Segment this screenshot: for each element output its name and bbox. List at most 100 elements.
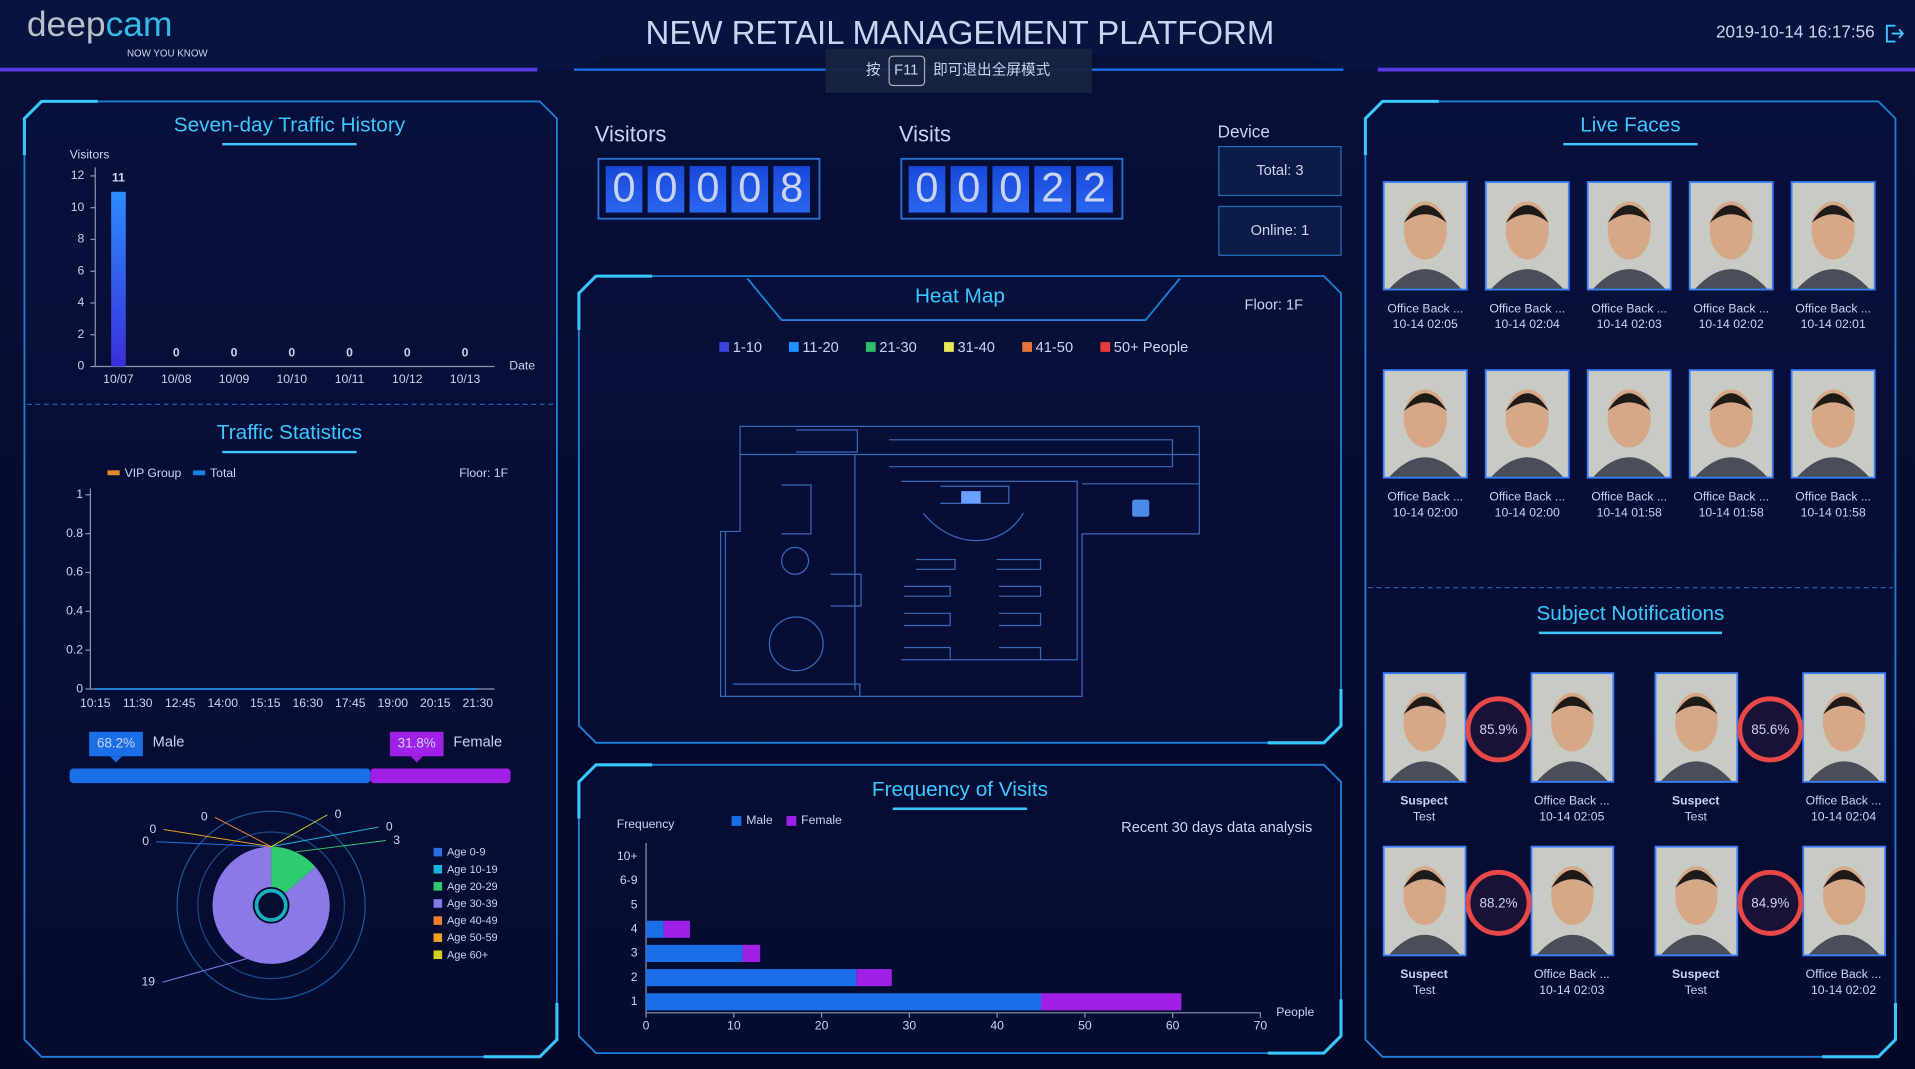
value-label: 0 (346, 345, 353, 359)
panel-corner (1363, 99, 1897, 1059)
pie-label: 0 (201, 810, 208, 824)
face-name: Office Back ... (1387, 489, 1463, 503)
digit-box (1076, 166, 1113, 213)
digit-box (689, 166, 727, 213)
header-band (0, 0, 1915, 70)
hint-text: 即可退出全屏模式 (933, 61, 1050, 79)
photo-border (1484, 369, 1570, 479)
photo-border (1382, 672, 1467, 783)
photo-border (1802, 845, 1886, 957)
face-time: 10-14 01:58 (1801, 505, 1866, 519)
bar-segment (646, 993, 1041, 1011)
counter-digit: 2 (1041, 164, 1064, 211)
face-photo (1586, 369, 1672, 479)
photo-hair (1811, 205, 1855, 223)
leader-line (214, 816, 272, 848)
x-tick-label: 10/09 (219, 372, 250, 386)
photo-hair (1403, 205, 1447, 223)
score-ring (1465, 869, 1532, 936)
floor-plan (781, 546, 810, 575)
pie-label: 0 (150, 822, 157, 836)
y-tick-label: 2 (77, 327, 84, 341)
legend-swatch (433, 847, 443, 857)
face-time: 10-14 01:58 (1597, 505, 1662, 519)
tagline: NOW YOU KNOW (127, 48, 208, 59)
legend-label: 50+ People (1114, 340, 1188, 356)
face-photo (1586, 181, 1672, 291)
y-tick-label: 3 (631, 946, 638, 960)
subtitle: Recent 30 days data analysis (1121, 820, 1312, 836)
legend-swatch (944, 342, 954, 352)
face-time: 10-14 02:02 (1699, 317, 1764, 331)
photo-border (1654, 845, 1739, 957)
photo-shirt (1592, 269, 1666, 290)
x-tick-label: 10:15 (80, 696, 111, 710)
exit-button[interactable] (1883, 22, 1907, 45)
y-tick-label: 0.2 (66, 642, 83, 656)
face-time: 10-14 01:58 (1699, 505, 1764, 519)
pie-label: 19 (142, 974, 156, 988)
face-name: Office Back ... (1489, 489, 1565, 503)
hint-box (825, 48, 1092, 93)
value-label: 11 (112, 171, 125, 185)
photo-hair (1551, 870, 1594, 888)
legend-swatch (719, 342, 730, 352)
digit-box (731, 166, 769, 213)
y-tick-label: 1 (76, 487, 83, 501)
legend-label: Age 50-59 (447, 932, 498, 944)
floor-plan (719, 425, 1200, 697)
photo-hair (1822, 696, 1866, 715)
photo-hair (1505, 205, 1549, 223)
panel-corner (22, 99, 559, 1059)
value-badge (89, 731, 143, 757)
y-tick-label: 6 (77, 263, 84, 277)
pie-label: 0 (386, 819, 393, 833)
digit-box (647, 166, 685, 213)
score: 85.6% (1751, 722, 1789, 737)
bar (111, 191, 126, 367)
photo-border (1382, 369, 1468, 479)
logo-part: cam (106, 4, 173, 44)
counter-digit: 0 (654, 164, 677, 211)
legend-label: 31-40 (958, 340, 995, 356)
legend-label: 11-20 (802, 340, 838, 356)
alert-name: Office Back ... (1534, 794, 1610, 808)
y-tick-label: 10+ (617, 849, 638, 863)
section-title: Traffic Statistics (217, 421, 362, 444)
face-name: Office Back ... (1795, 301, 1871, 315)
photo-border (1530, 672, 1615, 783)
panel-corner (577, 763, 1343, 1055)
counter-digit: 0 (957, 164, 980, 211)
y-axis-label: Visitors (70, 147, 110, 161)
legend-swatch (731, 816, 742, 826)
value-label: 0 (404, 345, 411, 359)
legend-label: Age 20-29 (447, 881, 498, 893)
photo-hair (1675, 870, 1718, 888)
device-title: Device (1218, 123, 1270, 142)
photo-shirt (1660, 934, 1733, 956)
y-tick-label: 1 (631, 994, 638, 1008)
face-photo (1484, 369, 1570, 479)
value-label: 0 (173, 345, 180, 359)
x-tick-label: 10 (727, 1018, 741, 1032)
pie-label: 0 (142, 834, 149, 848)
face-time: 10-14 02:04 (1495, 317, 1560, 331)
y-tick-label: 2 (631, 970, 638, 984)
photo-hair (1403, 393, 1447, 412)
alert-tag: Suspect (1672, 967, 1719, 981)
photo-border (1586, 181, 1672, 291)
photo-shirt (1694, 269, 1768, 290)
counter-digit: 0 (915, 164, 938, 211)
legend-swatch (192, 470, 206, 476)
photo-hair (1709, 393, 1753, 412)
face-name: Office Back ... (1591, 301, 1667, 315)
y-tick-label: 4 (631, 921, 638, 935)
legend-swatch (433, 916, 443, 925)
value-label: 0 (462, 345, 469, 359)
x-axis-label: Date (509, 359, 535, 373)
legend-swatch (433, 950, 443, 960)
gender-bar (370, 768, 511, 784)
face-photo (1654, 845, 1739, 957)
x-tick-label: 20 (815, 1018, 829, 1032)
x-tick-label: 40 (990, 1018, 1004, 1032)
